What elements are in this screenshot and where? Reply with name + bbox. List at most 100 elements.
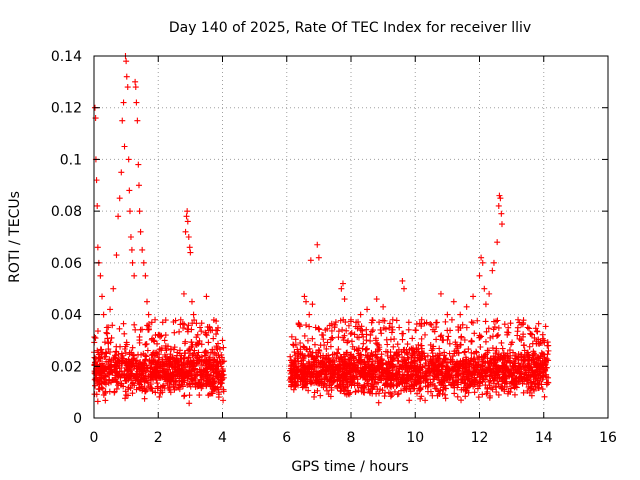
data-point <box>534 355 541 362</box>
data-point <box>481 376 488 383</box>
data-point <box>301 293 308 300</box>
data-point <box>389 354 396 361</box>
data-point <box>145 383 152 390</box>
data-point <box>171 329 178 336</box>
data-point <box>137 358 144 365</box>
data-point <box>438 332 445 339</box>
data-point <box>509 363 516 370</box>
data-point <box>139 246 146 253</box>
data-point <box>395 346 402 353</box>
data-point <box>111 388 118 395</box>
data-point <box>422 397 429 404</box>
data-point <box>188 343 195 350</box>
data-point <box>462 393 469 400</box>
data-point <box>415 341 422 348</box>
data-point <box>311 393 318 400</box>
data-point <box>101 378 108 385</box>
data-point <box>534 328 541 335</box>
data-point <box>532 325 539 332</box>
data-points <box>91 53 552 407</box>
data-point <box>478 372 485 379</box>
data-point <box>105 380 112 387</box>
data-point <box>457 341 464 348</box>
data-point <box>159 372 166 379</box>
data-point <box>348 338 355 345</box>
data-point <box>482 301 489 308</box>
data-point <box>399 330 406 337</box>
data-point <box>329 358 336 365</box>
data-point <box>367 390 374 397</box>
data-point <box>182 228 189 235</box>
data-point <box>165 358 172 365</box>
data-point <box>409 360 416 366</box>
data-point <box>115 373 122 380</box>
data-point <box>160 382 167 389</box>
data-point <box>207 383 214 390</box>
data-point <box>417 395 424 402</box>
data-point <box>163 370 170 377</box>
x-tick-label: 4 <box>218 430 227 446</box>
data-point <box>506 347 513 354</box>
data-point <box>94 398 101 405</box>
data-point <box>317 342 324 349</box>
data-point <box>521 342 528 349</box>
x-tick-label: 8 <box>347 430 356 446</box>
data-point <box>338 285 345 292</box>
data-point <box>141 395 148 402</box>
data-point <box>494 354 501 361</box>
data-point <box>119 352 126 359</box>
data-point <box>526 325 533 332</box>
data-point <box>373 296 380 303</box>
data-point <box>300 381 307 388</box>
data-point <box>540 362 547 369</box>
data-point <box>355 318 362 325</box>
data-point <box>362 365 369 372</box>
data-point <box>198 362 205 369</box>
data-point <box>162 332 169 339</box>
data-point <box>128 362 135 369</box>
data-point <box>444 364 451 371</box>
data-point <box>412 327 419 334</box>
data-point <box>404 354 411 361</box>
data-point <box>198 341 205 348</box>
data-point <box>358 370 365 377</box>
data-point <box>427 381 434 388</box>
data-point <box>493 318 500 325</box>
data-point <box>487 355 494 362</box>
data-point <box>121 330 128 337</box>
data-point <box>389 326 396 333</box>
data-point <box>442 395 449 402</box>
data-point <box>131 321 138 328</box>
data-point <box>193 334 200 341</box>
data-point <box>366 364 373 371</box>
data-point <box>132 78 139 85</box>
data-point <box>399 362 406 369</box>
data-point <box>344 349 351 356</box>
data-point <box>143 367 150 374</box>
data-point <box>98 374 105 381</box>
data-point <box>393 317 400 324</box>
data-point <box>203 369 210 376</box>
data-point <box>134 117 141 124</box>
data-point <box>292 336 299 343</box>
data-point <box>507 389 514 396</box>
data-point <box>292 382 299 389</box>
data-point <box>543 373 550 380</box>
data-point <box>476 379 483 386</box>
data-point <box>314 371 321 378</box>
data-point <box>131 272 138 279</box>
data-point <box>441 352 448 359</box>
data-point <box>380 303 387 310</box>
data-point <box>524 324 531 331</box>
data-point <box>367 332 374 339</box>
data-point <box>170 319 177 326</box>
data-point <box>531 334 538 341</box>
data-point <box>216 370 223 377</box>
data-point <box>336 358 343 365</box>
data-point <box>287 353 294 360</box>
data-point <box>134 368 141 375</box>
data-point <box>409 335 416 342</box>
data-point <box>102 397 109 404</box>
data-point <box>325 391 332 398</box>
data-point <box>374 354 381 361</box>
